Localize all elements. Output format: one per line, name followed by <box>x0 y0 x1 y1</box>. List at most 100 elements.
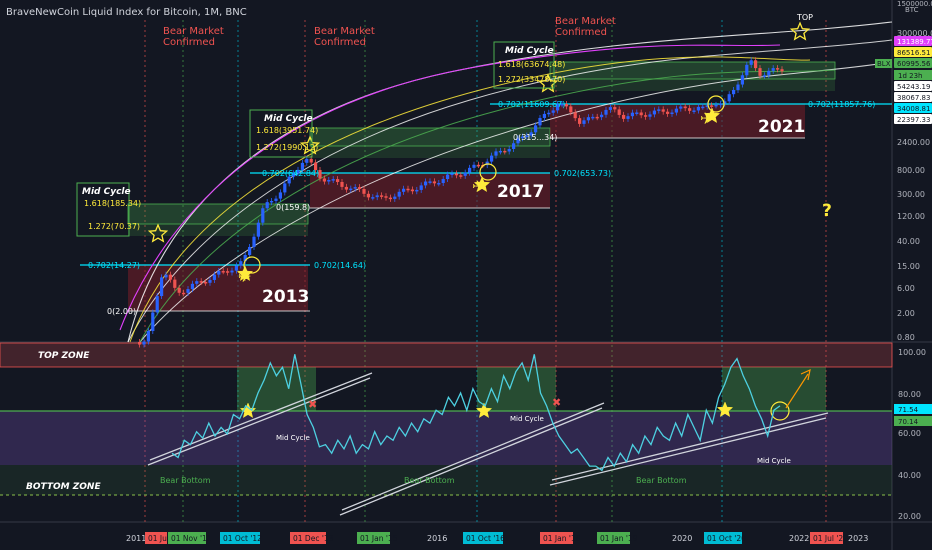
candle <box>507 148 511 152</box>
date-badge <box>168 532 206 544</box>
price-badge <box>894 47 932 57</box>
star-icon <box>239 402 257 419</box>
candle <box>740 75 744 85</box>
candle <box>283 183 287 193</box>
candle <box>217 271 221 275</box>
candle <box>419 185 423 190</box>
countdown-badge <box>894 70 932 80</box>
candle <box>151 312 155 331</box>
bear-market-label-2: Bear Market Confirmed <box>314 26 375 48</box>
candle <box>349 188 353 191</box>
candle <box>177 287 181 293</box>
candle <box>551 110 555 113</box>
candle <box>424 181 428 186</box>
symbol-badge <box>875 59 892 68</box>
candle <box>446 174 450 180</box>
candle <box>248 246 252 256</box>
candle <box>454 173 458 176</box>
candle <box>749 60 753 65</box>
candle <box>573 112 577 119</box>
svg-text:Mid Cycle: Mid Cycle <box>264 114 313 124</box>
candle <box>340 181 344 187</box>
candle <box>459 175 463 177</box>
time-axis: 2011 2016 2020 2022 2023 01 Jul 01 Nov '11 01 O… <box>126 532 868 544</box>
question-mark: ? <box>822 201 832 221</box>
date-badge <box>540 532 573 544</box>
candle <box>164 274 168 278</box>
candle <box>318 169 322 179</box>
candle <box>406 188 410 191</box>
svg-text:1.272(33478.70): 1.272(33478.70) <box>498 75 565 84</box>
osc-tick: 80.00 <box>898 390 921 399</box>
channel-2017 <box>339 402 605 516</box>
date-badge-label: 01 Oct '16 <box>466 534 505 543</box>
header-badge: 1500000.00 <box>897 0 932 8</box>
candle <box>661 109 665 112</box>
time-tick: 2016 <box>427 534 447 543</box>
top-zone <box>0 342 893 368</box>
year-label-2017: 2017 <box>497 182 544 202</box>
date-badge-label: 01 Jul <box>148 534 169 543</box>
candle <box>758 68 762 76</box>
time-tick: 2022 <box>789 534 809 543</box>
candle <box>327 179 331 182</box>
svg-text:✖: ✖ <box>308 398 317 411</box>
green-box-2021-upper <box>549 61 836 80</box>
candle <box>516 138 520 144</box>
fib-0702-2017-right: 0.702(653.73) <box>554 169 611 178</box>
candle <box>441 179 445 184</box>
year-label-2021: 2021 <box>758 117 805 137</box>
svg-text:Mid Cycle: Mid Cycle <box>82 187 131 197</box>
osc-badge <box>894 416 932 426</box>
airplane-icon: ✈ <box>238 267 251 286</box>
price-badge <box>894 36 932 46</box>
candle <box>384 196 388 198</box>
time-tick: 2011 <box>126 534 146 543</box>
candle <box>300 162 304 170</box>
candle <box>437 183 441 185</box>
candle <box>498 150 502 153</box>
candle <box>705 105 709 107</box>
date-badge-label: 01 Jul '22 <box>813 534 848 543</box>
candle <box>560 103 564 106</box>
candle <box>393 196 397 199</box>
candle <box>723 101 727 104</box>
candle <box>212 274 216 280</box>
fib-0702-2021-left: 0.702(11609.67) <box>498 100 565 109</box>
candle <box>586 117 590 121</box>
candle <box>754 60 758 69</box>
price-badge <box>894 81 932 91</box>
candle <box>771 68 775 71</box>
candle <box>604 109 608 115</box>
bear-bottom-2: Bear Bottom <box>404 476 455 485</box>
candle <box>630 112 634 117</box>
price-badge-label: 38067.83 <box>897 94 930 102</box>
fib-lines <box>80 103 892 312</box>
date-badge <box>357 532 390 544</box>
candle <box>199 281 203 283</box>
cycle-green-box-2017 <box>477 367 556 411</box>
price-candles <box>138 57 784 348</box>
bear-market-label-1: Bear Market Confirmed <box>163 26 224 48</box>
price-tick: 40.00 <box>897 237 920 246</box>
candle <box>512 143 516 149</box>
price-tick: 300.00 <box>897 190 925 199</box>
osc-tick: 40.00 <box>898 471 921 480</box>
date-badge-label: 01 Nov '11 <box>171 534 212 543</box>
star-icon <box>716 401 734 418</box>
candle <box>397 191 401 197</box>
candle <box>718 103 722 106</box>
candle <box>371 197 375 199</box>
candle <box>745 64 749 76</box>
candle <box>736 84 740 90</box>
candle <box>582 120 586 124</box>
date-badge-label: 01 Dec '13 <box>293 534 334 543</box>
candle <box>450 173 454 175</box>
candle <box>336 179 340 182</box>
oscillator-line <box>171 354 781 472</box>
price-badge-label: 86516.51 <box>897 49 930 57</box>
price-tick: 800.00 <box>897 166 925 175</box>
candle <box>525 135 529 138</box>
price-badge-label: 22397.33 <box>897 116 930 124</box>
candle <box>520 136 524 139</box>
